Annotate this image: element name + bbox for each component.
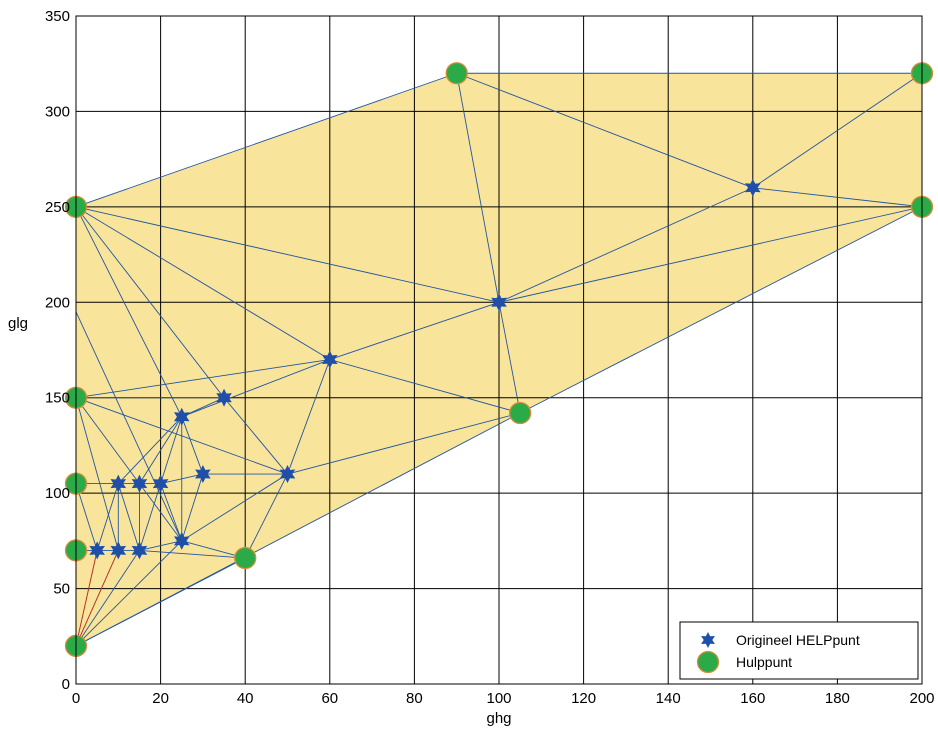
y-tick-label: 0 bbox=[62, 676, 70, 693]
x-tick-label: 80 bbox=[406, 690, 423, 707]
plot-frame bbox=[75, 15, 923, 685]
x-axis-label: ghg bbox=[486, 710, 511, 727]
triangulation-edge bbox=[75, 311, 183, 542]
triangulation-edge bbox=[75, 72, 457, 208]
triangulation-edge-red bbox=[75, 550, 119, 647]
helppunt-marker bbox=[745, 178, 761, 197]
triangulation-edge bbox=[752, 72, 923, 189]
helppunt-marker bbox=[322, 350, 338, 369]
triangulation-edges bbox=[75, 72, 923, 647]
triangulation-edge bbox=[498, 187, 753, 303]
triangulation-edge bbox=[75, 550, 140, 647]
triangulation-edge bbox=[160, 416, 183, 484]
triangulation-edge bbox=[75, 206, 500, 303]
helppunt-marker bbox=[131, 541, 148, 560]
y-axis-ticks: 0 50 100 150 200 250 300 350 bbox=[45, 8, 70, 693]
y-axis-label: glg bbox=[8, 315, 28, 332]
triangulation-edge bbox=[75, 359, 330, 399]
triangulation-edge bbox=[75, 397, 140, 484]
triangulation-edge bbox=[181, 359, 330, 418]
triangulation-edge bbox=[75, 483, 98, 551]
triangulation-edge bbox=[498, 302, 521, 414]
triangulation-edge bbox=[139, 540, 182, 551]
hulppunt-marker bbox=[234, 546, 257, 570]
helppunt-marker bbox=[110, 474, 127, 493]
x-tick-label: 180 bbox=[825, 690, 850, 707]
helppunt-marker bbox=[195, 465, 211, 484]
helppunt-marker bbox=[131, 474, 148, 493]
y-tick-label: 250 bbox=[45, 199, 70, 216]
triangulation-edge bbox=[752, 187, 923, 208]
triangulation-edge bbox=[75, 557, 246, 647]
x-tick-label: 200 bbox=[909, 690, 934, 707]
legend: Origineel HELPpunt Hulppunt bbox=[679, 621, 919, 680]
x-tick-label: 140 bbox=[656, 690, 681, 707]
triangulation-edge bbox=[498, 206, 923, 303]
triangulation-edge bbox=[244, 473, 288, 559]
helppunt-marker bbox=[173, 531, 190, 550]
triangulation-edge bbox=[75, 540, 183, 647]
x-tick-label: 160 bbox=[740, 690, 765, 707]
y-tick-label: 350 bbox=[45, 8, 70, 25]
triangulation-edge bbox=[117, 483, 140, 551]
triangulation-edge bbox=[75, 206, 331, 360]
legend-marker-star bbox=[701, 632, 715, 648]
triangulation-edge bbox=[287, 412, 521, 475]
legend-box bbox=[679, 621, 919, 680]
helppunt-marker bbox=[216, 388, 232, 407]
triangulation-edge bbox=[139, 483, 183, 542]
triangulation-edge bbox=[181, 473, 288, 542]
hulppunt-marker bbox=[445, 62, 468, 85]
helppunt-marker bbox=[173, 407, 190, 426]
helppunt-marker bbox=[152, 474, 169, 493]
triangulation-edge bbox=[181, 473, 204, 541]
x-tick-label: 0 bbox=[72, 690, 80, 707]
x-tick-label: 60 bbox=[321, 690, 338, 707]
legend-label-hulppunt: Hulppunt bbox=[736, 654, 792, 670]
triangulation-edge bbox=[456, 72, 753, 189]
legend-label-origineel: Origineel HELPpunt bbox=[736, 632, 860, 648]
y-tick-label: 150 bbox=[45, 390, 70, 407]
triangulation-edge bbox=[139, 416, 183, 484]
triangulation-edge-red bbox=[75, 550, 98, 646]
triangulation-edge bbox=[223, 397, 288, 475]
triangulation-edge bbox=[329, 359, 521, 414]
triangulation-edge bbox=[160, 473, 203, 485]
y-tick-label: 200 bbox=[45, 294, 70, 311]
legend-marker-circle bbox=[696, 650, 720, 674]
helppunt-marker bbox=[279, 465, 296, 484]
helppunt-marker bbox=[491, 293, 507, 312]
x-tick-label: 40 bbox=[237, 690, 254, 707]
x-tick-label: 100 bbox=[486, 690, 511, 707]
triangulation-edge bbox=[181, 416, 204, 475]
x-axis-ticks: 0 20 40 60 80 100 120 140 160 180 200 bbox=[72, 690, 935, 707]
triangulation-edge bbox=[96, 483, 119, 551]
triangulation-edge bbox=[329, 301, 500, 360]
x-tick-label: 20 bbox=[152, 690, 169, 707]
helppunt-marker bbox=[89, 541, 105, 560]
triangulation-edge bbox=[519, 206, 923, 414]
triangulation-edge bbox=[75, 397, 119, 551]
y-tick-label: 50 bbox=[53, 581, 70, 598]
y-tick-label: 100 bbox=[45, 485, 70, 502]
x-tick-label: 120 bbox=[571, 690, 596, 707]
triangulation-edge bbox=[117, 416, 183, 484]
triangulation-edge bbox=[139, 549, 246, 559]
triangulation-edge bbox=[160, 483, 183, 542]
hulppunt-marker bbox=[509, 401, 532, 425]
triangulation-edge bbox=[139, 483, 162, 551]
triangulation-edge bbox=[75, 206, 225, 398]
triangulation-edge bbox=[287, 359, 331, 475]
helppunt-marker bbox=[110, 541, 127, 560]
triangulation-edge bbox=[456, 73, 500, 303]
y-tick-label: 300 bbox=[45, 103, 70, 120]
triangulation-edge bbox=[75, 206, 183, 418]
